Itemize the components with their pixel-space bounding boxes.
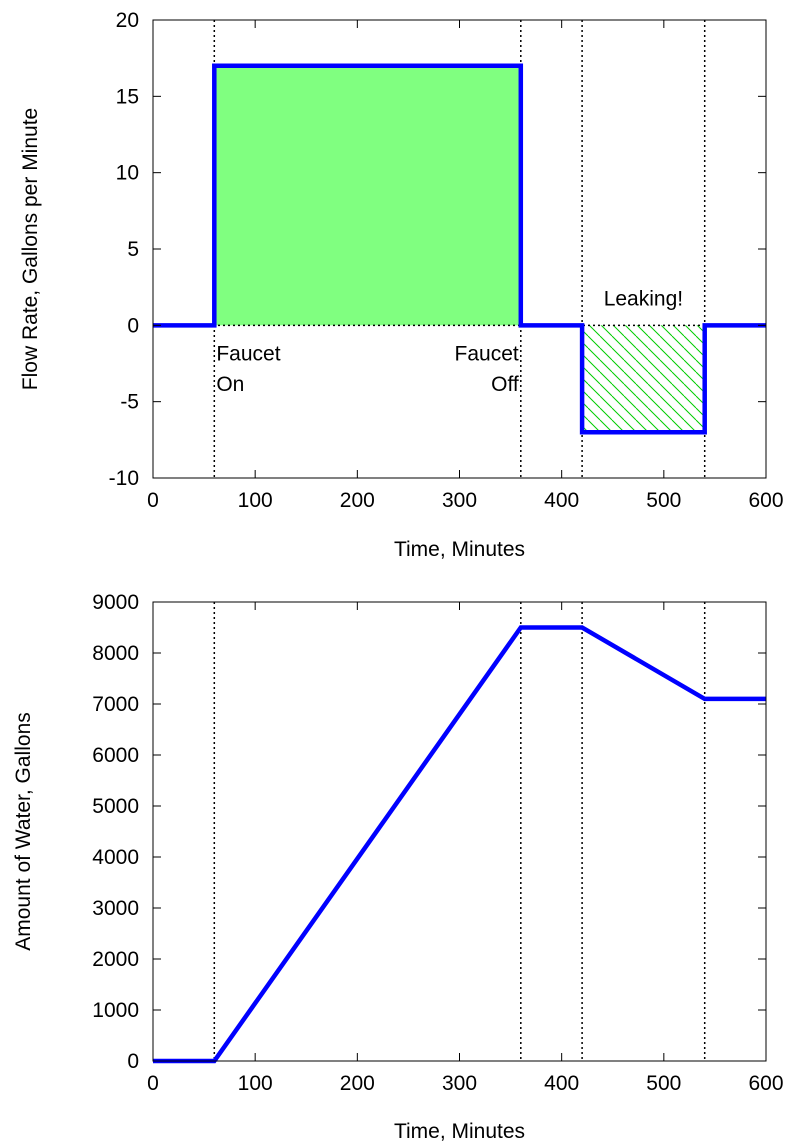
flow-rate-y-tick-label: 15: [116, 85, 139, 108]
flow-rate-annotation: Off: [491, 373, 519, 396]
water-amount-y-tick-label: 0: [127, 1050, 139, 1073]
flow-rate-y-axis-label: Flow Rate, Gallons per Minute: [19, 108, 42, 390]
water-amount-x-tick-label: 400: [544, 1072, 579, 1095]
water-amount-chart: 0 100 200 300 400 500 600010002000300040005000…: [12, 591, 784, 1143]
water-amount-y-axis-label: Amount of Water, Gallons: [12, 712, 35, 951]
flow-rate-series-line-0: [153, 63, 766, 435]
water-amount-x-tick-label: 300: [442, 1072, 477, 1095]
flow-rate-filled-region-0: [214, 65, 521, 326]
water-amount-series: [153, 625, 766, 1064]
flow-rate-regions: [153, 65, 766, 433]
flow-rate-y-tick-label: -10: [109, 467, 139, 490]
flow-rate-annotation: Leaking!: [604, 287, 683, 310]
water-amount-x-tick-label: 100: [238, 1072, 273, 1095]
flow-rate-annotation: On: [216, 373, 244, 396]
flow-rate-x-axis-label: Time, Minutes: [394, 538, 525, 561]
water-amount-y-tick-label: 9000: [92, 591, 139, 614]
water-amount-y-tick-label: 4000: [92, 846, 139, 869]
water-amount-x-tick-label: 200: [340, 1072, 375, 1095]
water-amount-series-line-0: [153, 625, 766, 1064]
water-amount-vlines: [213, 602, 706, 1061]
flow-rate-annotations: Faucet On Faucet Off Leaking!: [216, 287, 683, 395]
flow-rate-annotation: Faucet: [455, 342, 519, 365]
flow-rate-x-tick-label: 300: [442, 489, 477, 512]
flow-rate-y-tick-label: 10: [116, 162, 139, 185]
flow-rate-y-tick-label: 5: [127, 238, 139, 261]
water-amount-plot-frame: [152, 601, 767, 1062]
flow-rate-y-tick-label: 20: [116, 9, 139, 32]
water-amount-y-tick-label: 5000: [92, 795, 139, 818]
flow-rate-x-tick-label: 200: [340, 489, 375, 512]
flow-rate-series: [153, 63, 766, 435]
flow-rate-x-tick-label: 0: [147, 489, 159, 512]
flow-rate-filled-region-1: [582, 325, 705, 433]
water-amount-y-tick-label: 7000: [92, 693, 139, 716]
water-amount-y-tick-label: 3000: [92, 897, 139, 920]
water-amount-ticks: 0 100 200 300 400 500 600010002000300040005000…: [92, 591, 783, 1095]
water-amount-y-tick-label: 2000: [92, 948, 139, 971]
flow-rate-ticks: 0 100 200 300 400 500 600 -10 -5 0 5 10 15 20: [109, 9, 784, 512]
water-amount-y-tick-label: 8000: [92, 642, 139, 665]
flow-rate-annotation: Faucet: [216, 342, 280, 365]
flow-rate-x-tick-label: 400: [544, 489, 579, 512]
water-amount-x-tick-label: 600: [748, 1072, 783, 1095]
flow-rate-y-tick-label: -5: [120, 391, 139, 414]
water-amount-x-axis-label: Time, Minutes: [394, 1120, 525, 1143]
flow-rate-y-tick-label: 0: [127, 314, 139, 337]
flow-rate-x-tick-label: 600: [748, 489, 783, 512]
flow-rate-chart: 0 100 200 300 400 500 600 -10 -5 0 5 10 15 20 Faucet O…: [19, 9, 784, 561]
flow-rate-x-tick-label: 100: [238, 489, 273, 512]
water-amount-x-tick-label: 500: [646, 1072, 681, 1095]
water-amount-x-tick-label: 0: [147, 1072, 159, 1095]
water-amount-y-tick-label: 1000: [92, 999, 139, 1022]
flow-rate-x-tick-label: 500: [646, 489, 681, 512]
water-amount-y-tick-label: 6000: [92, 744, 139, 767]
